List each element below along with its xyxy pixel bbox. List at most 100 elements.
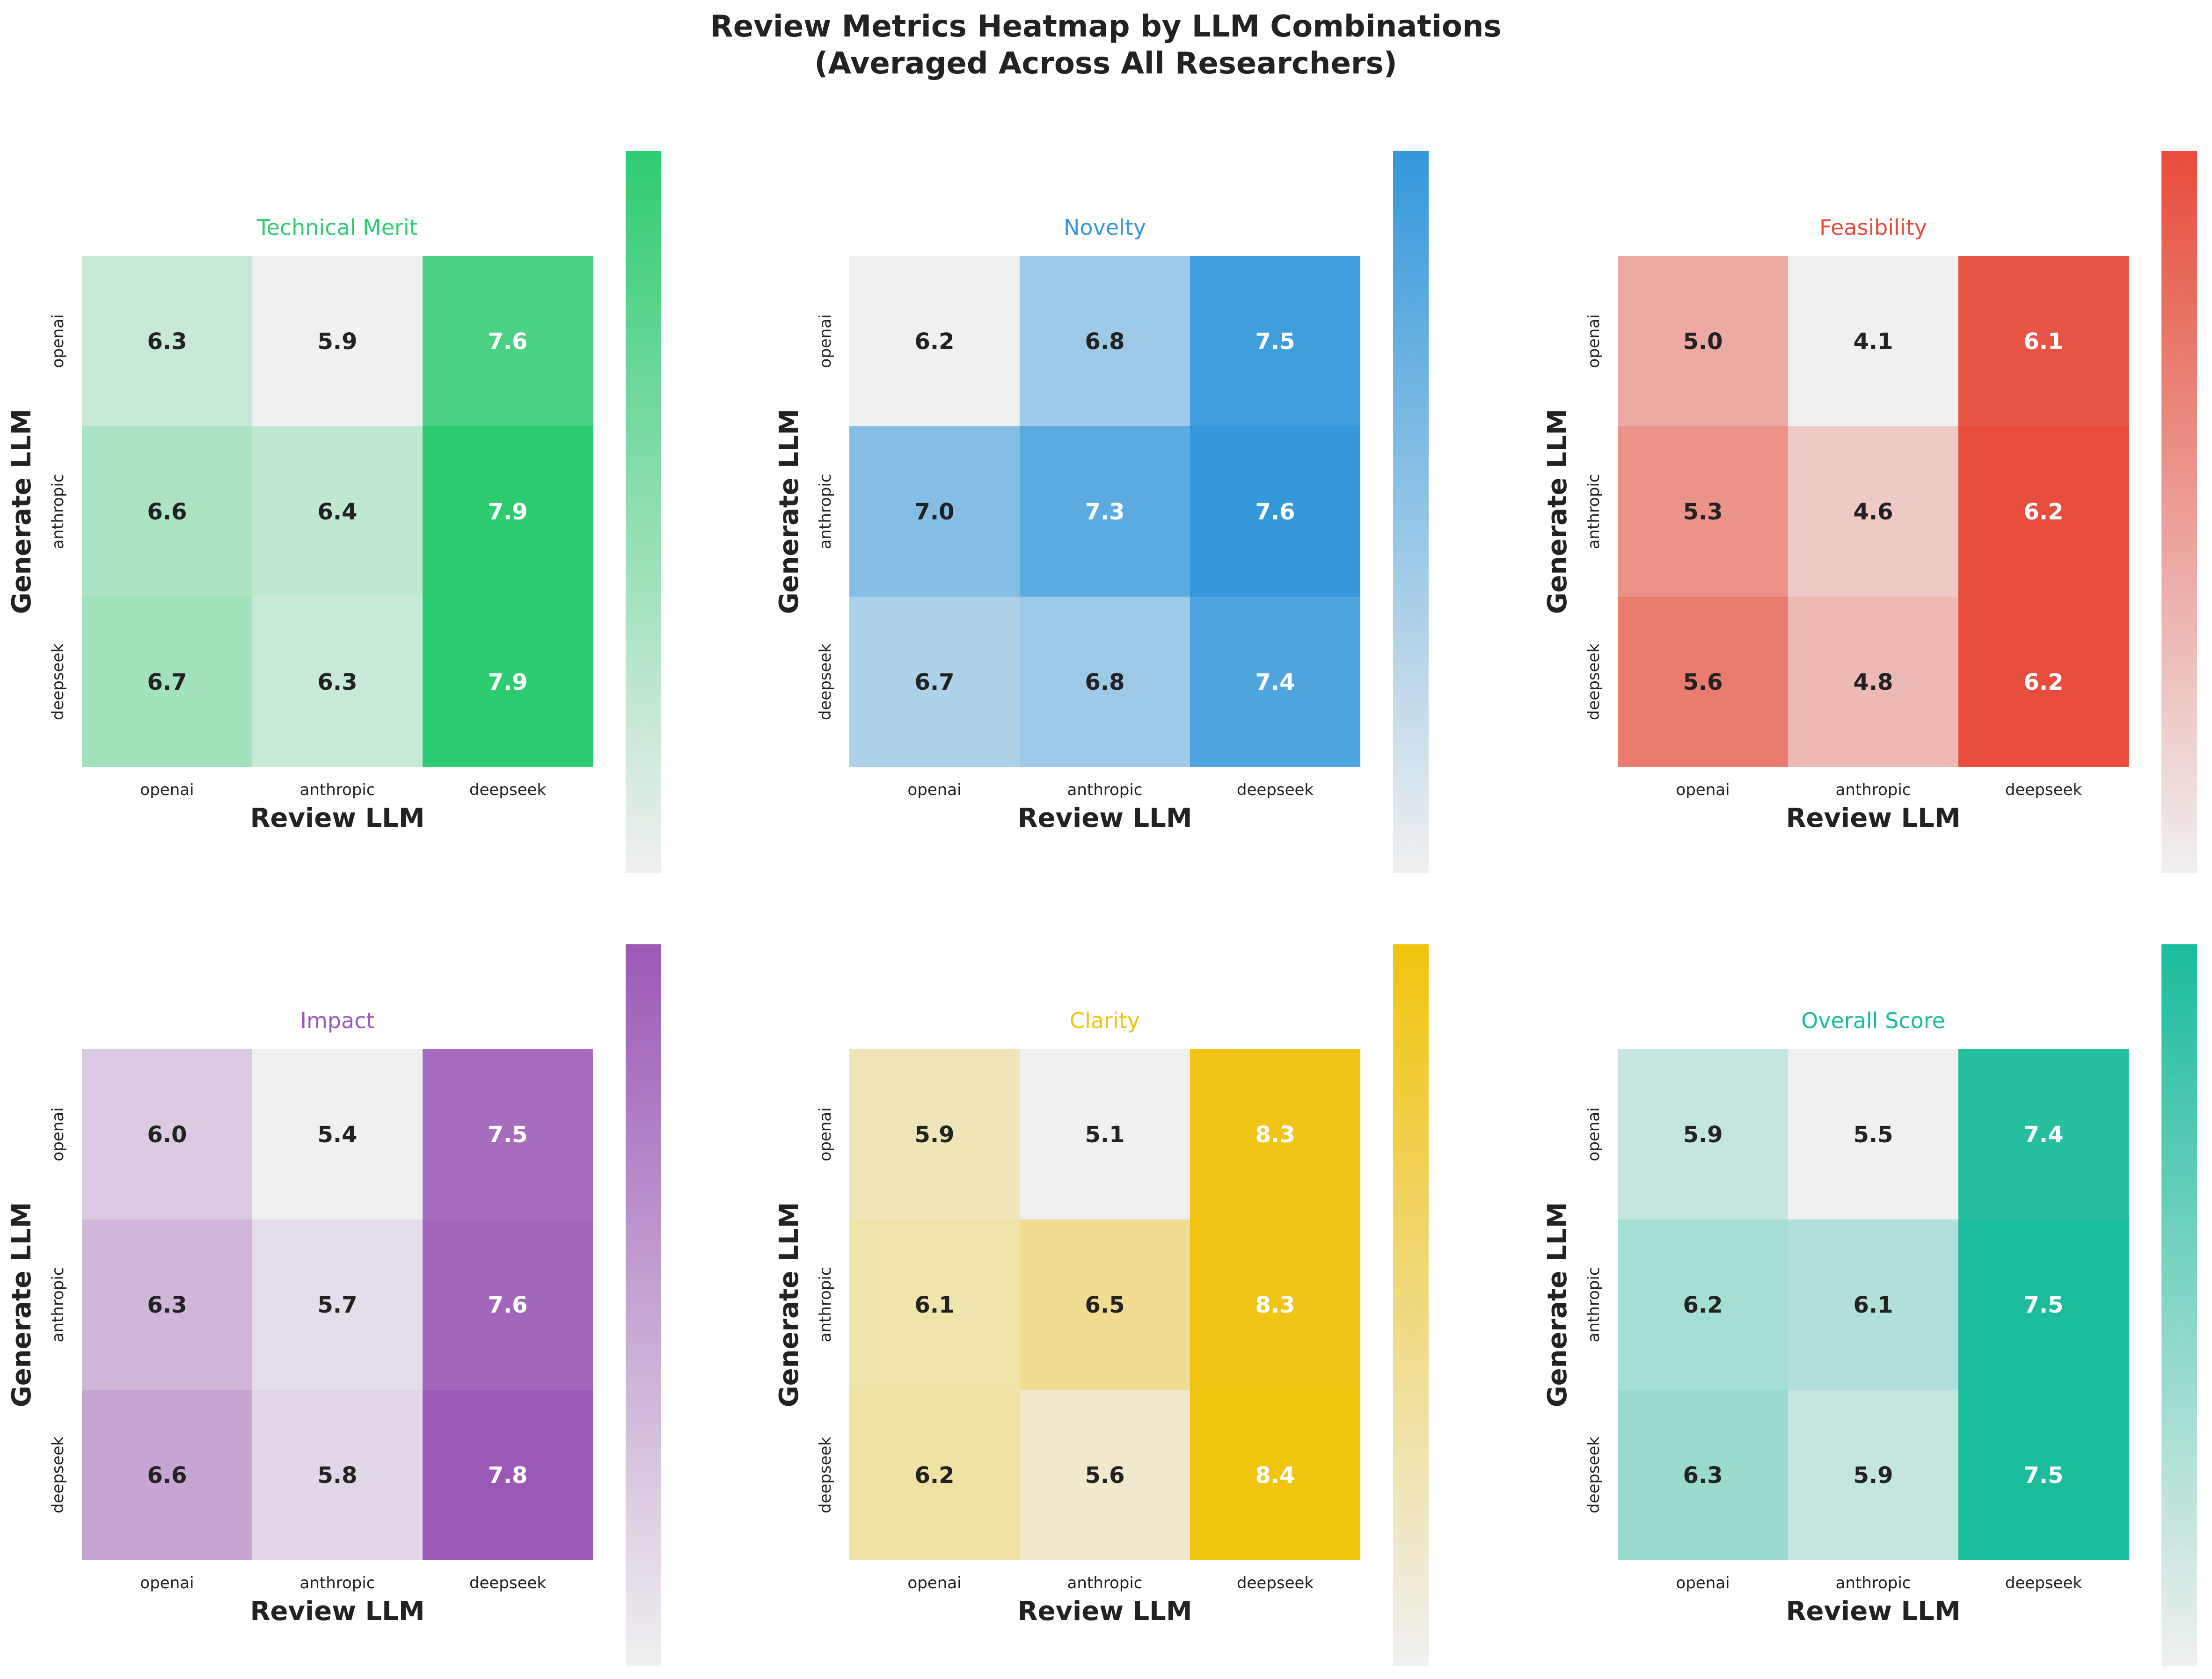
heatmap-cell <box>1958 597 2129 767</box>
y-tick-label: openai <box>1584 1107 1603 1161</box>
x-tick-label: deepseek <box>2005 781 2082 799</box>
cell-value-label: 6.6 <box>147 1462 187 1489</box>
y-axis-label: Generate LLM <box>7 1202 37 1408</box>
heatmap-cell <box>1958 256 2129 426</box>
cell-value-label: 6.7 <box>147 669 187 695</box>
cell-value-label: 5.1 <box>1085 1122 1124 1148</box>
y-tick-label: openai <box>816 314 835 368</box>
cell-value-label: 7.4 <box>1255 669 1295 695</box>
clarity-heatmap-panel: Clarity 5.9 5.1 8.3 6.1 6.5 8.3 6.2 5.6 8.4 openai… <box>774 944 1429 1666</box>
heatmap-cell <box>1020 597 1190 767</box>
heatmap-cell <box>1788 1219 1958 1390</box>
x-tick-label: anthropic <box>1835 781 1911 799</box>
cell-value-label: 5.9 <box>1683 1122 1723 1148</box>
heatmap-cell <box>1020 1049 1190 1219</box>
heatmap-cell <box>1618 256 1788 426</box>
y-tick-label: deepseek <box>49 1437 67 1514</box>
x-tick-label: openai <box>907 1574 961 1592</box>
cell-value-label: 6.0 <box>147 1122 187 1148</box>
colorbar <box>1393 944 1429 1666</box>
heatmap-cell <box>252 426 423 597</box>
y-axis-label: Generate LLM <box>1542 409 1573 614</box>
cell-value-label: 7.0 <box>914 499 954 525</box>
cell-value-label: 6.3 <box>317 669 357 695</box>
y-tick-label: openai <box>49 314 67 368</box>
x-axis-label: Review LLM <box>1786 1596 1960 1627</box>
cell-value-label: 7.3 <box>1085 499 1124 525</box>
x-tick-label: deepseek <box>1237 781 1314 799</box>
y-tick-label: deepseek <box>1584 1437 1603 1514</box>
cell-value-label: 5.7 <box>317 1292 357 1318</box>
colorbar <box>2161 151 2197 873</box>
x-tick-label: anthropic <box>1835 1574 1911 1592</box>
y-tick-label: anthropic <box>1584 474 1603 549</box>
cell-value-label: 7.5 <box>1255 328 1295 355</box>
heatmap-cell <box>1020 426 1190 597</box>
heatmap-cell <box>252 597 423 767</box>
heatmap-cell <box>1618 426 1788 597</box>
y-tick-label: anthropic <box>816 474 835 549</box>
cell-value-label: 6.8 <box>1085 328 1124 355</box>
heatmap-cell <box>423 426 593 597</box>
heatmap-cell <box>82 256 252 426</box>
y-axis-label: Generate LLM <box>7 409 37 614</box>
cell-value-label: 5.9 <box>1853 1462 1893 1489</box>
cell-value-label: 8.3 <box>1255 1292 1295 1318</box>
cell-value-label: 6.2 <box>1683 1292 1723 1318</box>
heatmap-cell <box>1788 597 1958 767</box>
x-tick-label: anthropic <box>1067 1574 1142 1592</box>
heatmap-cell <box>1190 1390 1360 1560</box>
y-tick-label: deepseek <box>816 1437 835 1514</box>
heatmap-cell <box>1958 1390 2129 1560</box>
heatmap-cell <box>252 1219 423 1390</box>
heatmap-cell <box>1788 1049 1958 1219</box>
x-tick-label: openai <box>907 781 961 799</box>
colorbar <box>626 151 661 873</box>
heatmap-cell <box>423 1049 593 1219</box>
cell-value-label: 6.4 <box>317 499 357 525</box>
heatmap-cell <box>1190 597 1360 767</box>
cell-value-label: 7.5 <box>2023 1292 2063 1318</box>
y-tick-label: deepseek <box>49 643 67 721</box>
cell-value-label: 4.6 <box>1853 499 1893 525</box>
heatmap-cell <box>423 1219 593 1390</box>
x-tick-label: anthropic <box>299 1574 375 1592</box>
cell-value-label: 7.6 <box>1255 499 1295 525</box>
cell-value-label: 5.0 <box>1683 328 1723 355</box>
heatmap-cell <box>82 1390 252 1560</box>
x-tick-label: openai <box>1676 1574 1730 1592</box>
y-tick-label: deepseek <box>816 643 835 721</box>
overall-score-heatmap-panel: Overall Score 5.9 5.5 7.4 6.2 6.1 7.5 6.3 5.9 7.5… <box>1542 944 2197 1666</box>
cell-value-label: 8.4 <box>1255 1462 1295 1489</box>
heatmap-cell <box>1788 256 1958 426</box>
y-tick-label: openai <box>1584 314 1603 368</box>
cell-value-label: 6.8 <box>1085 669 1124 695</box>
cell-value-label: 4.8 <box>1853 669 1893 695</box>
cell-value-label: 6.6 <box>147 499 187 525</box>
heatmap-cell <box>252 1390 423 1560</box>
heatmap-cell <box>423 1390 593 1560</box>
cell-value-label: 7.9 <box>488 499 527 525</box>
heatmap-cell <box>1958 426 2129 597</box>
cell-value-label: 8.3 <box>1255 1122 1295 1148</box>
cell-value-label: 5.9 <box>914 1122 954 1148</box>
x-tick-label: anthropic <box>299 781 375 799</box>
y-tick-label: anthropic <box>49 1267 67 1342</box>
panel-title: Technical Merit <box>256 215 418 240</box>
heatmap-cell <box>849 1219 1020 1390</box>
cell-value-label: 6.2 <box>2023 669 2063 695</box>
heatmap-cell <box>423 256 593 426</box>
novelty-heatmap-panel: Novelty 6.2 6.8 7.5 7.0 7.3 7.6 6.7 6.8 7.4 openai… <box>774 151 1429 873</box>
x-tick-label: openai <box>140 1574 194 1592</box>
cell-value-label: 7.5 <box>2023 1462 2063 1489</box>
x-tick-label: openai <box>1676 781 1730 799</box>
heatmap-cell <box>82 1049 252 1219</box>
cell-value-label: 6.1 <box>2023 328 2063 355</box>
cell-value-label: 6.5 <box>1085 1292 1124 1318</box>
y-tick-label: openai <box>49 1107 67 1161</box>
heatmap-cell <box>1190 1049 1360 1219</box>
heatmap-cell <box>849 597 1020 767</box>
cell-value-label: 7.9 <box>488 669 527 695</box>
heatmap-cell <box>1190 1219 1360 1390</box>
